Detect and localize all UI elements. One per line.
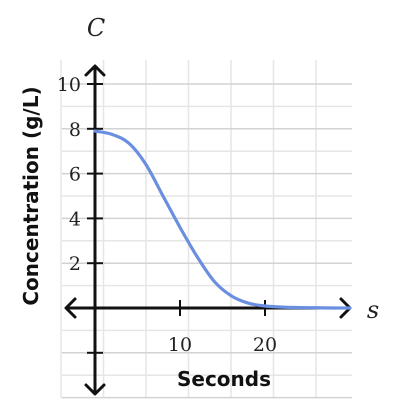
y-axis-arrow-up: [84, 64, 106, 77]
x-axis-title: Seconds: [177, 367, 271, 391]
series-layer: [93, 129, 352, 310]
axes: [64, 64, 352, 396]
y-tick-label: 4: [69, 208, 81, 230]
tick-labels: 10 20 2 4 6 8 10: [57, 74, 277, 356]
y-axis-arrow-down: [84, 383, 106, 396]
x-tick-label: 10: [168, 334, 192, 356]
y-tick-label: 8: [69, 119, 81, 141]
x-axis-arrow-left: [64, 297, 77, 319]
grid: [60, 60, 352, 399]
y-tick-label: 2: [69, 253, 81, 275]
y-tick-label: 10: [57, 74, 81, 96]
x-tick-label: 20: [253, 334, 277, 356]
y-variable-label: C: [87, 14, 105, 42]
y-tick-label: 6: [69, 164, 81, 186]
series-line: [93, 129, 352, 310]
x-variable-label: s: [367, 296, 379, 324]
y-axis-title: Concentration (g/L): [19, 86, 43, 305]
tick-marks: [87, 83, 266, 354]
